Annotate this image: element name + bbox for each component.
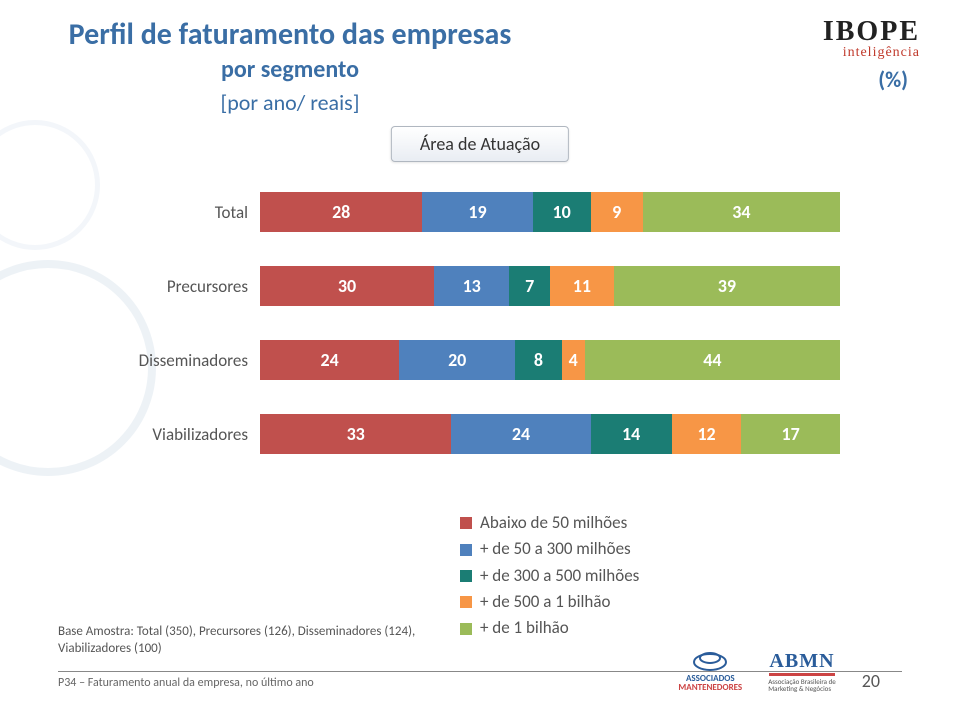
legend-label: + de 500 a 1 bilhão (480, 589, 610, 615)
legend-label: + de 300 a 500 milhões (480, 563, 639, 589)
title-line1: Perfil de faturamento das empresas (69, 16, 512, 53)
question-label: P34 – Faturamento anual da empresa, no ú… (58, 676, 314, 690)
bar-segment: 11 (550, 266, 614, 306)
legend-swatch (460, 544, 472, 556)
base-note: Base Amostra: Total (350), Precursores (… (58, 624, 415, 658)
bar-segment: 7 (509, 266, 550, 306)
slide-title: Perfil de faturamento das empresas por s… (0, 18, 580, 117)
legend-item: + de 1 bilhão (460, 615, 639, 641)
logo-text: IBOPE (823, 18, 920, 46)
stacked-bar: 3324141217 (260, 414, 840, 454)
bar-segment: 12 (672, 414, 742, 454)
row-label: Total (96, 192, 254, 232)
stacked-bar-chart: Total281910934Precursores301371139Dissem… (100, 192, 840, 488)
page-number: 20 (862, 670, 880, 692)
chart-legend: Abaixo de 50 milhões+ de 50 a 300 milhõe… (460, 510, 639, 642)
legend-swatch (460, 596, 472, 608)
bar-segment: 13 (434, 266, 509, 306)
row-label: Precursores (96, 266, 254, 306)
legend-swatch (460, 570, 472, 582)
legend-item: + de 300 a 500 milhões (460, 563, 639, 589)
bar-segment: 10 (533, 192, 591, 232)
row-label: Viabilizadores (96, 414, 254, 454)
legend-item: Abaixo de 50 milhões (460, 510, 639, 536)
legend-label: + de 1 bilhão (480, 615, 569, 641)
bar-segment: 28 (260, 192, 422, 232)
bar-segment: 4 (562, 340, 585, 380)
bar-segment: 8 (515, 340, 561, 380)
bar-segment: 20 (399, 340, 515, 380)
associados-logo: ASSOCIADOS MANTENEDORES (678, 646, 742, 692)
bar-segment: 24 (260, 340, 399, 380)
logo-sub: inteligência (823, 46, 920, 60)
legend-swatch (460, 517, 472, 529)
decorative-circle (0, 120, 100, 250)
bar-segment: 19 (422, 192, 532, 232)
bar-segment: 34 (643, 192, 840, 232)
bar-segment: 17 (741, 414, 840, 454)
percent-label: (%) (878, 66, 908, 93)
abmn-logo: ABMN Associação Brasileira deMarketing &… (768, 651, 836, 692)
title-line3: [por ano/ reais] (221, 89, 360, 116)
title-line2: por segmento (221, 55, 359, 84)
legend-label: + de 50 a 300 milhões (480, 536, 631, 562)
bar-segment: 39 (614, 266, 840, 306)
legend-item: + de 50 a 300 milhões (460, 536, 639, 562)
stacked-bar: 24208444 (260, 340, 840, 380)
bar-segment: 33 (260, 414, 451, 454)
bar-segment: 9 (591, 192, 643, 232)
stacked-bar: 281910934 (260, 192, 840, 232)
row-label: Disseminadores (96, 340, 254, 380)
legend-item: + de 500 a 1 bilhão (460, 589, 639, 615)
legend-label: Abaixo de 50 milhões (480, 510, 627, 536)
bottom-logos: ASSOCIADOS MANTENEDORES ABMN Associação … (678, 646, 880, 692)
ibope-logo: IBOPE inteligência (823, 18, 920, 60)
bar-segment: 30 (260, 266, 434, 306)
legend-swatch (460, 623, 472, 635)
bar-segment: 14 (591, 414, 672, 454)
bar-segment: 24 (451, 414, 590, 454)
bar-segment: 44 (585, 340, 840, 380)
area-badge: Área de Atuação (391, 126, 569, 162)
stacked-bar: 301371139 (260, 266, 840, 306)
